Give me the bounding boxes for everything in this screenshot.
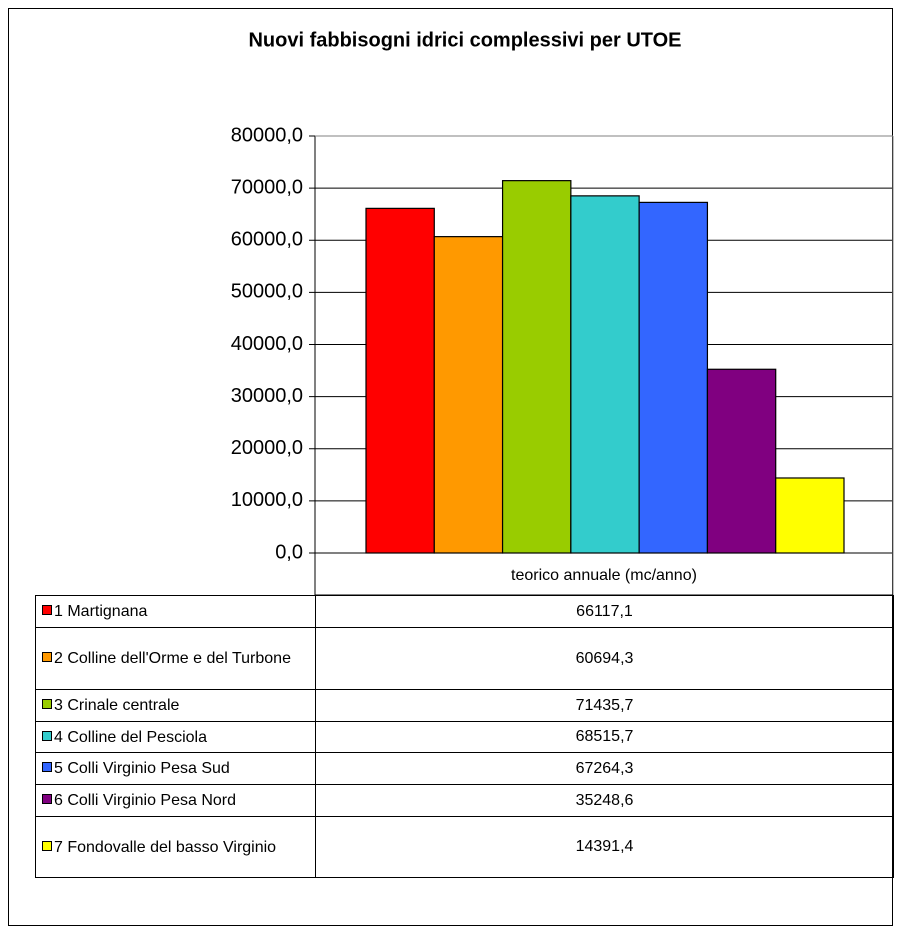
value-cell: 66117,1	[315, 595, 894, 628]
legend-swatch	[42, 730, 52, 741]
category-label: teorico annuale (mc/anno)	[511, 567, 697, 584]
legend-cell: 7 Fondovalle del basso Virginio	[35, 816, 316, 878]
legend-label: 2 Colline dell'Orme e del Turbone	[54, 650, 291, 667]
y-tick-label: 50000,0	[231, 281, 303, 303]
legend-cell: 6 Colli Virginio Pesa Nord	[35, 784, 316, 817]
value-cell: 35248,6	[315, 784, 894, 817]
legend-label: 1 Martignana	[54, 603, 148, 620]
value-cell: 68515,7	[315, 721, 894, 753]
bar	[775, 477, 845, 554]
value-cell: 60694,3	[315, 627, 894, 690]
table-row: 7 Fondovalle del basso Virginio 14391,4	[35, 816, 894, 878]
legend-label: 7 Fondovalle del basso Virginio	[54, 838, 277, 856]
y-tick-label: 40000,0	[231, 333, 303, 355]
table-row: 2 Colline dell'Orme e del Turbone 60694,3	[35, 627, 894, 690]
legend-entry: 6 Colli Virginio Pesa Nord	[42, 791, 236, 810]
legend-swatch	[42, 762, 52, 772]
legend-label: 3 Crinale centrale	[54, 697, 180, 714]
legend-entry: 5 Colli Virginio Pesa Sud	[42, 759, 230, 778]
legend-swatch	[42, 840, 52, 851]
legend-swatch	[42, 652, 52, 662]
legend-entry: 7 Fondovalle del basso Virginio	[42, 838, 276, 857]
value-cell: 67264,3	[315, 752, 894, 785]
bar	[501, 180, 572, 554]
legend-entry: 1 Martignana	[42, 602, 147, 621]
legend-cell: 5 Colli Virginio Pesa Sud	[35, 752, 316, 785]
bar	[706, 368, 777, 554]
legend-swatch	[42, 605, 52, 615]
value-cell: 71435,7	[315, 689, 894, 722]
y-tick-label: 70000,0	[231, 176, 303, 198]
bar	[433, 236, 504, 554]
table-row: 6 Colli Virginio Pesa Nord 35248,6	[35, 784, 894, 817]
bar	[638, 201, 709, 554]
table-row: 3 Crinale centrale 71435,7	[35, 689, 894, 722]
legend-swatch	[42, 699, 52, 709]
y-tick-label: 60000,0	[231, 229, 303, 251]
legend-entry: 2 Colline dell'Orme e del Turbone	[42, 649, 291, 668]
bar	[570, 195, 640, 554]
legend-entry: 4 Colline del Pesciola	[42, 728, 207, 747]
data-table: 1 Martignana 66117,1 2 Colline dell'Orme e…	[35, 595, 894, 878]
legend-cell: 2 Colline dell'Orme e del Turbone	[35, 627, 316, 690]
y-tick-label: 20000,0	[231, 437, 303, 459]
y-tick-label: 30000,0	[231, 385, 303, 407]
bar	[365, 207, 435, 554]
legend-label: 6 Colli Virginio Pesa Nord	[54, 792, 237, 809]
value-cell: 14391,4	[315, 816, 894, 878]
table-row: 4 Colline del Pesciola 68515,7	[35, 721, 894, 753]
legend-label: 5 Colli Virginio Pesa Sud	[54, 760, 230, 777]
chart-title: Nuovi fabbisogni idrici complessivi per …	[248, 29, 681, 51]
legend-cell: 3 Crinale centrale	[35, 689, 316, 722]
legend-label: 4 Colline del Pesciola	[54, 728, 207, 746]
legend-entry: 3 Crinale centrale	[42, 696, 179, 715]
y-tick-label: 10000,0	[231, 489, 303, 511]
table-row: 5 Colli Virginio Pesa Sud 67264,3	[35, 752, 894, 785]
legend-cell: 1 Martignana	[35, 595, 316, 628]
y-tick-label: 80000,0	[231, 124, 303, 146]
y-tick-label: 0,0	[275, 541, 303, 563]
legend-swatch	[42, 794, 52, 804]
legend-cell: 4 Colline del Pesciola	[35, 721, 316, 753]
table-row: 1 Martignana 66117,1	[35, 595, 894, 628]
